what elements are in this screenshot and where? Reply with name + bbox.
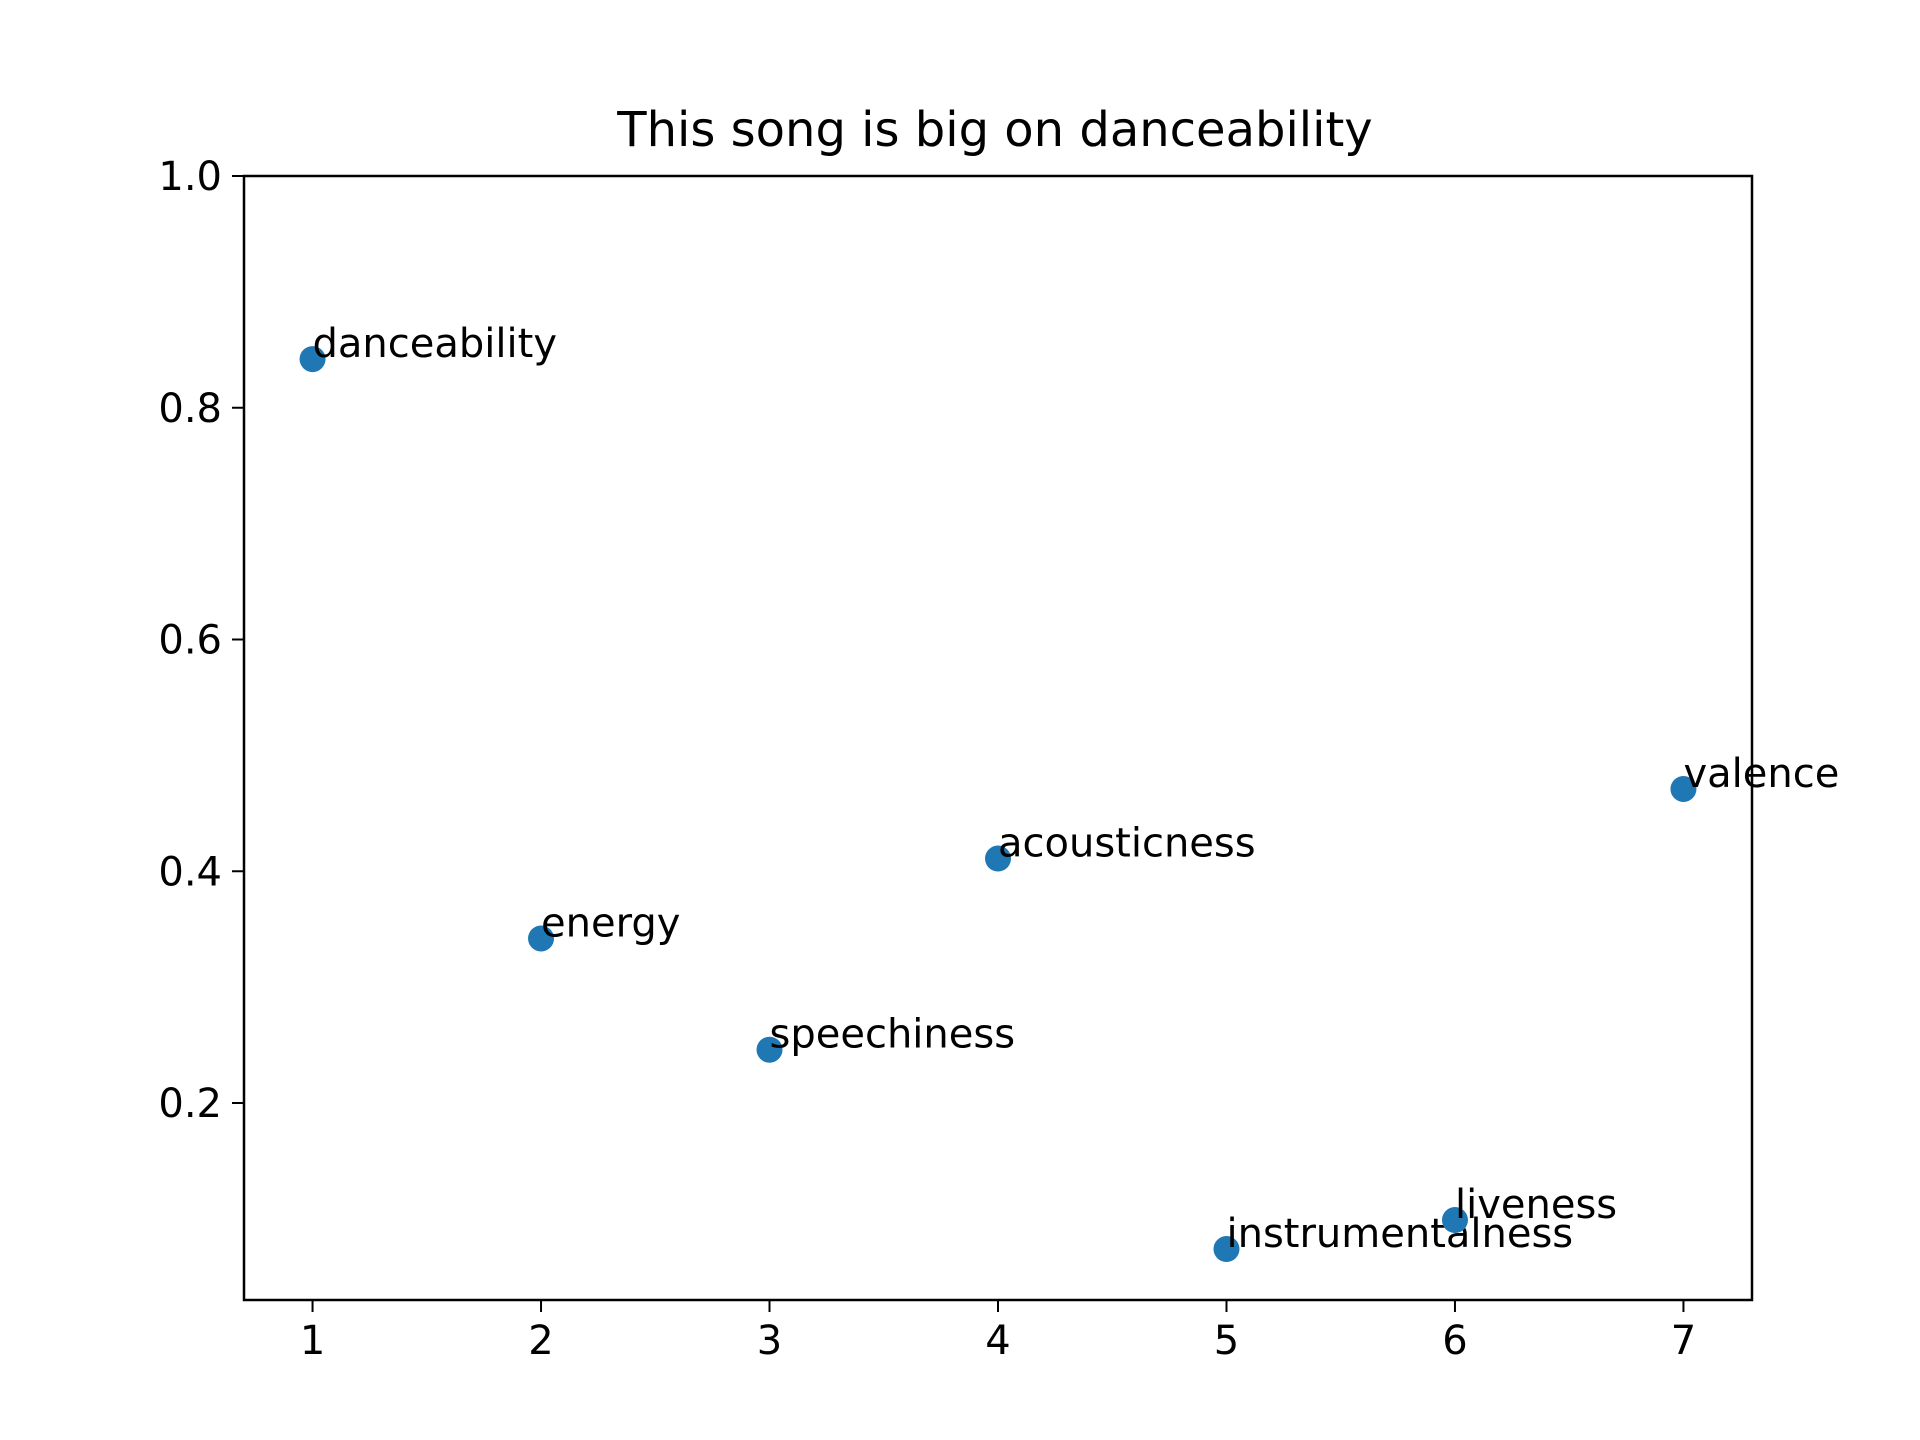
y-tick-label: 0.8	[158, 386, 222, 432]
x-tick-label: 5	[1214, 1318, 1239, 1364]
x-tick-label: 7	[1671, 1318, 1696, 1364]
point-label-energy: energy	[541, 900, 680, 946]
point-label-speechiness: speechiness	[770, 1012, 1016, 1058]
y-tick-label: 0.6	[158, 618, 222, 664]
point-label-instrumentalness: instrumentalness	[1226, 1211, 1573, 1257]
y-tick-label: 0.2	[158, 1081, 222, 1127]
scatter-point-speechiness	[756, 1036, 783, 1063]
point-label-danceability: danceability	[313, 321, 557, 367]
scatter-point-instrumentalness	[1213, 1236, 1240, 1263]
point-label-acousticness: acousticness	[998, 821, 1256, 867]
chart-title: This song is big on danceability	[616, 102, 1372, 158]
scatter-point-acousticness	[985, 845, 1011, 872]
x-tick-label: 4	[985, 1318, 1010, 1364]
x-tick-label: 3	[757, 1318, 782, 1364]
scatter-point-danceability	[299, 346, 326, 373]
scatter-point-energy	[528, 925, 555, 952]
x-tick-label: 6	[1442, 1318, 1467, 1364]
x-tick-label: 1	[300, 1318, 325, 1364]
plot-area: 1 2 3 4 5 6 7 0.2 0.4 0.6 0.8 1.0 danceability energy…	[158, 154, 1839, 1364]
scatter-point-valence	[1670, 775, 1697, 802]
y-tick-label: 1.0	[158, 154, 222, 200]
x-tick-label: 2	[528, 1318, 553, 1364]
point-label-valence: valence	[1683, 751, 1839, 797]
point-label-liveness: liveness	[1455, 1182, 1617, 1228]
scatter-point-liveness	[1441, 1207, 1468, 1234]
y-tick-label: 0.4	[158, 849, 222, 895]
